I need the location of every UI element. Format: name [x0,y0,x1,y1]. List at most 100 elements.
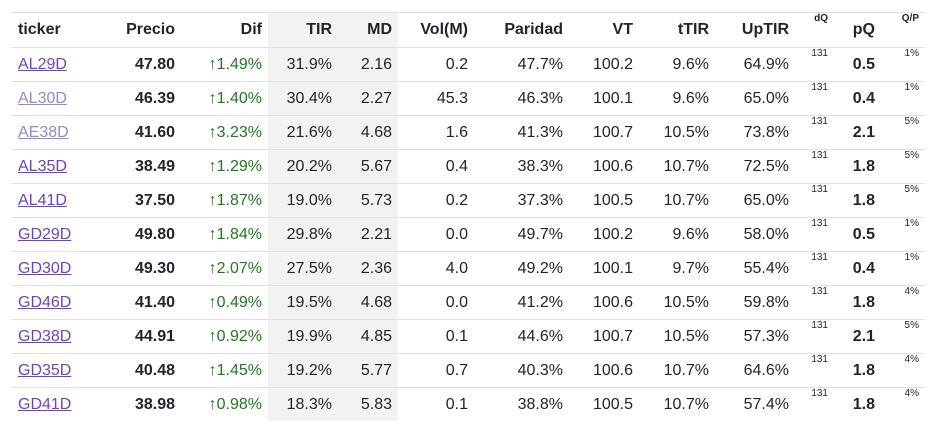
qp-cell: 5% [881,319,925,354]
dq-cell: 131 [795,47,834,82]
vt-cell: 100.6 [569,353,639,388]
uptir-cell: 57.4% [715,387,795,421]
md-cell: 2.27 [338,81,398,116]
ttir-cell: 9.6% [639,217,715,252]
column-header-dif[interactable]: Dif [181,12,268,48]
uptir-cell: 72.5% [715,149,795,184]
precio-cell: 38.98 [108,387,181,421]
column-header-vt[interactable]: VT [569,12,639,48]
precio-cell: 44.91 [108,319,181,354]
ticker-cell: GD29D [12,217,108,252]
precio-cell: 41.40 [108,285,181,320]
pq-cell: 0.4 [834,81,881,116]
ticker-link[interactable]: AL35D [18,157,67,175]
table-row: GD30D 49.30 ↑2.07% 27.5% 2.36 4.0 49.2% 100.1 9.… [12,251,925,286]
qp-cell: 1% [881,81,925,116]
tir-cell: 18.3% [268,387,338,421]
dq-cell: 131 [795,81,834,116]
tir-cell: 19.2% [268,353,338,388]
column-header-ttir[interactable]: tTIR [639,12,715,48]
dq-cell: 131 [795,115,834,150]
md-cell: 2.21 [338,217,398,252]
dif-cell: ↑1.87% [181,183,268,218]
pq-cell: 2.1 [834,319,881,354]
paridad-cell: 44.6% [474,319,569,354]
ttir-cell: 10.7% [639,149,715,184]
qp-cell: 4% [881,285,925,320]
ticker-link[interactable]: GD46D [18,293,72,311]
pq-cell: 0.5 [834,217,881,252]
paridad-cell: 40.3% [474,353,569,388]
paridad-cell: 49.7% [474,217,569,252]
dif-cell: ↑0.98% [181,387,268,421]
ticker-link[interactable]: AL30D [18,89,67,107]
vt-cell: 100.2 [569,217,639,252]
uptir-cell: 65.0% [715,81,795,116]
ticker-link[interactable]: AE38D [18,123,69,141]
paridad-cell: 37.3% [474,183,569,218]
ticker-link[interactable]: AL41D [18,191,67,209]
vol-cell: 0.2 [398,47,474,82]
column-header-precio[interactable]: Precio [108,12,181,48]
column-header-pq[interactable]: pQ [834,12,881,48]
uptir-cell: 73.8% [715,115,795,150]
column-header-paridad[interactable]: Paridad [474,12,569,48]
vt-cell: 100.1 [569,251,639,286]
tir-cell: 21.6% [268,115,338,150]
precio-cell: 47.80 [108,47,181,82]
paridad-cell: 38.3% [474,149,569,184]
dq-cell: 131 [795,251,834,286]
ticker-link[interactable]: GD29D [18,225,72,243]
dif-cell: ↑1.45% [181,353,268,388]
md-cell: 2.36 [338,251,398,286]
uptir-cell: 58.0% [715,217,795,252]
vol-cell: 45.3 [398,81,474,116]
ticker-cell: GD41D [12,387,108,421]
dif-cell: ↑1.40% [181,81,268,116]
uptir-cell: 59.8% [715,285,795,320]
vol-cell: 0.1 [398,387,474,421]
column-header-tir[interactable]: TIR [268,12,338,48]
column-header-qp[interactable]: Q/P [881,12,925,48]
vt-cell: 100.5 [569,387,639,421]
table-row: AL35D 38.49 ↑1.29% 20.2% 5.67 0.4 38.3% 100.6 10… [12,149,925,184]
precio-cell: 37.50 [108,183,181,218]
column-header-md[interactable]: MD [338,12,398,48]
pq-cell: 1.8 [834,149,881,184]
vol-cell: 0.0 [398,285,474,320]
ticker-link[interactable]: AL29D [18,55,67,73]
pq-cell: 1.8 [834,285,881,320]
qp-cell: 5% [881,183,925,218]
precio-cell: 46.39 [108,81,181,116]
uptir-cell: 57.3% [715,319,795,354]
tir-cell: 19.5% [268,285,338,320]
qp-cell: 5% [881,149,925,184]
column-header-vol[interactable]: Vol(M) [398,12,474,48]
table-row: AE38D 41.60 ↑3.23% 21.6% 4.68 1.6 41.3% 100.7 10… [12,115,925,150]
ticker-link[interactable]: GD30D [18,259,72,277]
ticker-link[interactable]: GD35D [18,361,72,379]
pq-cell: 1.8 [834,183,881,218]
vol-cell: 4.0 [398,251,474,286]
ticker-cell: GD46D [12,285,108,320]
table-row: GD38D 44.91 ↑0.92% 19.9% 4.85 0.1 44.6% 100.7 10… [12,319,925,354]
qp-cell: 5% [881,115,925,150]
ticker-cell: AL29D [12,47,108,82]
pq-cell: 0.4 [834,251,881,286]
md-cell: 5.77 [338,353,398,388]
ttir-cell: 10.5% [639,115,715,150]
tir-cell: 31.9% [268,47,338,82]
column-header-uptir[interactable]: UpTIR [715,12,795,48]
ticker-link[interactable]: GD38D [18,327,72,345]
uptir-cell: 55.4% [715,251,795,286]
precio-cell: 49.80 [108,217,181,252]
ttir-cell: 10.5% [639,285,715,320]
ticker-link[interactable]: GD41D [18,395,72,413]
ticker-cell: GD30D [12,251,108,286]
dif-cell: ↑3.23% [181,115,268,150]
ticker-cell: GD35D [12,353,108,388]
md-cell: 4.68 [338,115,398,150]
column-header-ticker[interactable]: ticker [12,12,108,48]
column-header-dq[interactable]: dQ [795,12,834,48]
table-row: AL29D 47.80 ↑1.49% 31.9% 2.16 0.2 47.7% 100.2 9.… [12,47,925,82]
